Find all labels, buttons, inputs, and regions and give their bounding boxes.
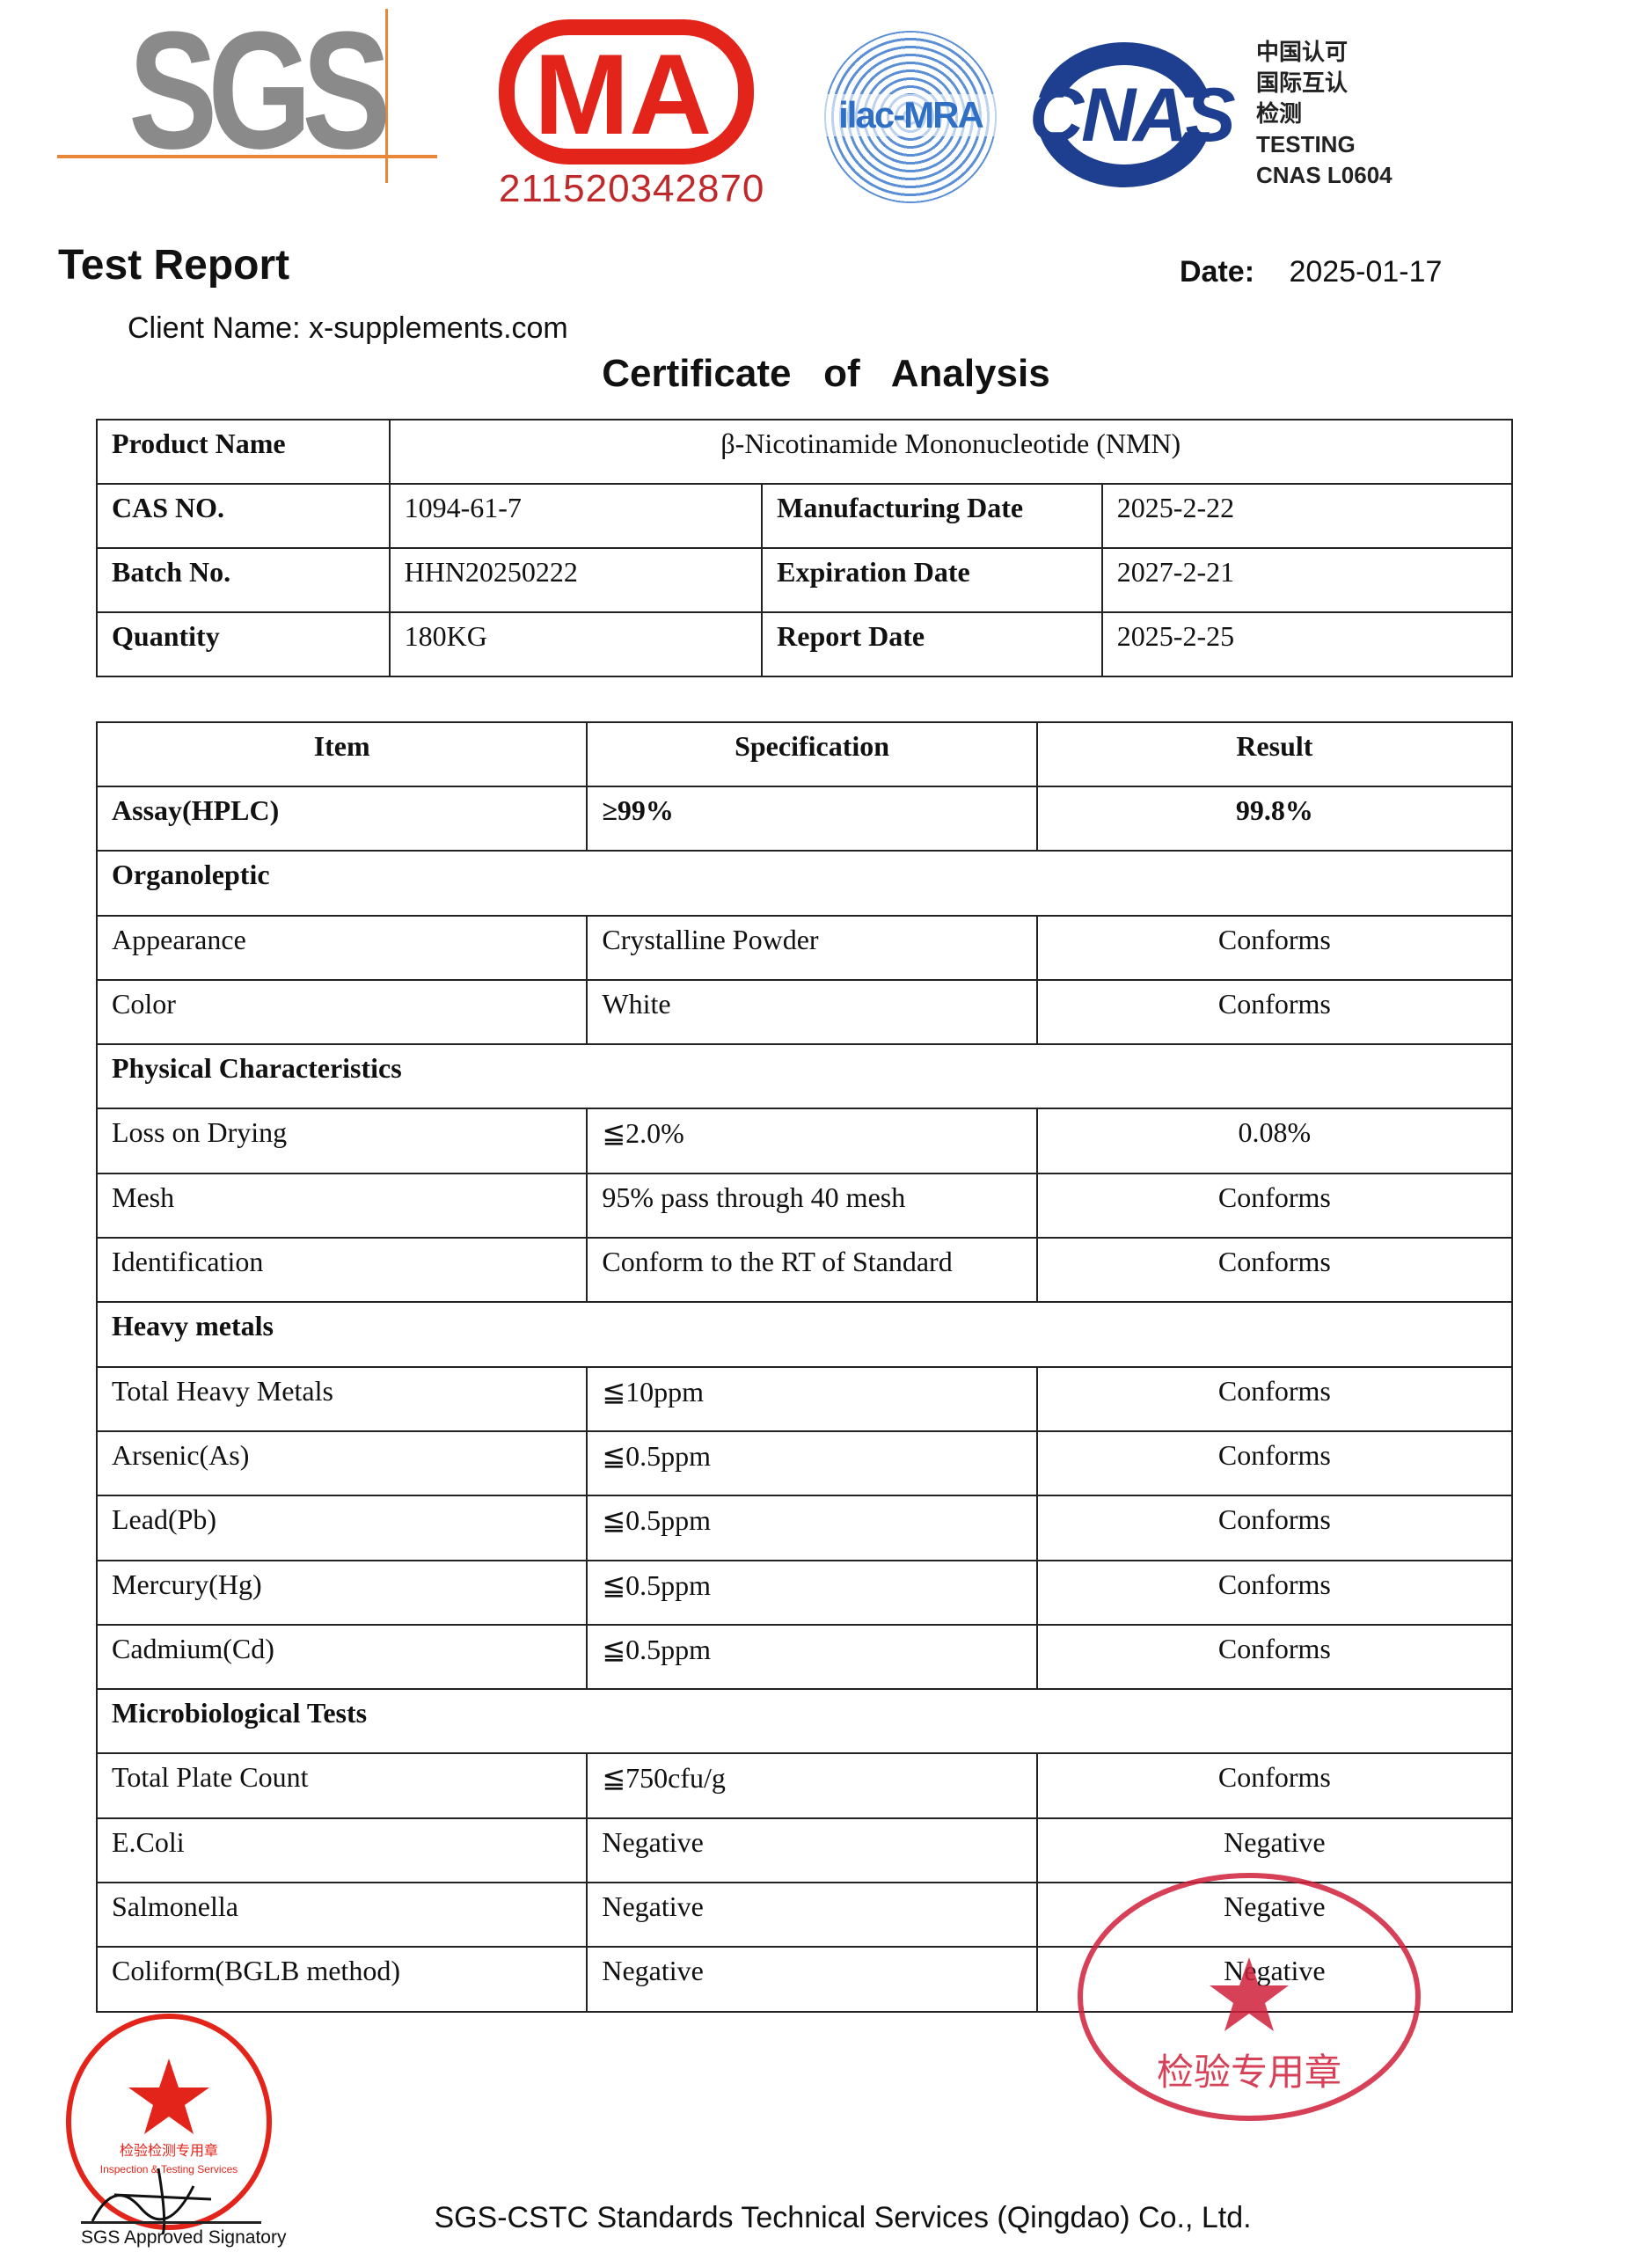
product-row: Quantity 180KG Report Date 2025-2-25 xyxy=(96,611,1514,677)
product-row: Batch No. HHN20250222 Expiration Date 20… xyxy=(96,547,1514,613)
spec-cell: Conform to the RT of Standard xyxy=(586,1237,1038,1304)
spec-cell: ≦0.5ppm xyxy=(586,1495,1038,1561)
table-row: Appearance Crystalline Powder Conforms xyxy=(95,914,1514,981)
item-cell: E.Coli xyxy=(95,1817,588,1884)
cnas-logo: CNAS xyxy=(1029,42,1236,192)
spec-cell: Negative xyxy=(586,1817,1038,1884)
signature xyxy=(91,2168,212,2235)
spec-cell: ≦2.0% xyxy=(586,1108,1038,1174)
item-cell: Color xyxy=(95,978,588,1046)
item-cell: Salmonella xyxy=(95,1882,588,1949)
svg-text:检验专用章: 检验专用章 xyxy=(1157,2051,1341,2094)
client-name: Client Name: x-supplements.com xyxy=(128,311,568,345)
cma-logo: MA 211520342870 xyxy=(499,19,767,213)
product-info-table: Product Name β-Nicotinamide Mononucleoti… xyxy=(96,419,1514,677)
section-row: Organoleptic xyxy=(96,850,1513,917)
result-cell: Conforms xyxy=(1035,1623,1514,1691)
table-row: E.Coli Negative Negative xyxy=(95,1817,1514,1884)
section-title: Organoleptic xyxy=(96,850,1513,917)
result-cell: Conforms xyxy=(1035,1365,1514,1432)
item-cell: Coliform(BGLB method) xyxy=(95,1946,588,2013)
item-cell: Mercury(Hg) xyxy=(95,1559,588,1626)
section-row: Physical Characteristics xyxy=(96,1043,1513,1110)
left-company-seal: 检验检测专用章 Inspection & Testing Services xyxy=(66,2014,272,2235)
cnas-accreditation-text: 中国认可 国际互认 检测 TESTING CNAS L0604 xyxy=(1256,39,1393,188)
report-title: Test Report xyxy=(58,242,290,289)
table-row: Mercury(Hg) ≦0.5ppm Conforms xyxy=(95,1559,1514,1626)
table-row: Identification Conform to the RT of Stand… xyxy=(95,1237,1514,1304)
spec-cell: ≦10ppm xyxy=(586,1365,1038,1432)
result-cell: Negative xyxy=(1035,1817,1514,1884)
table-row: Lead(Pb) ≦0.5ppm Conforms xyxy=(95,1495,1514,1561)
signatory-line xyxy=(81,2221,261,2224)
company-name: SGS-CSTC Standards Technical Services (Q… xyxy=(434,2201,1252,2234)
analysis-table: Item Specification Result Assay(HPLC) ≥99… xyxy=(95,721,1514,2013)
item-cell: Assay(HPLC) xyxy=(95,785,588,852)
item-cell: Mesh xyxy=(95,1172,588,1239)
table-row: Total Plate Count ≦750cfu/g Conforms xyxy=(95,1752,1514,1819)
result-cell: Conforms xyxy=(1035,1429,1514,1497)
table-row: Mesh 95% pass through 40 mesh Conforms xyxy=(95,1172,1514,1239)
signatory-label: SGS Approved Signatory xyxy=(81,2227,287,2248)
table-row: Cadmium(Cd) ≦0.5ppm Conforms xyxy=(95,1623,1514,1691)
spec-cell: ≦750cfu/g xyxy=(586,1752,1038,1819)
svg-text:Inspection & Testing Services: Inspection & Testing Services xyxy=(100,2163,238,2175)
ilac-mra-logo: ilac-MRA xyxy=(824,31,997,203)
section-title: Heavy metals xyxy=(96,1301,1513,1368)
item-cell: Total Heavy Metals xyxy=(95,1365,588,1432)
table-row: Loss on Drying ≦2.0% 0.08% xyxy=(95,1108,1514,1174)
spec-cell: ≦0.5ppm xyxy=(586,1623,1038,1691)
result-cell: Conforms xyxy=(1035,1237,1514,1304)
section-row: Microbiological Tests xyxy=(96,1688,1513,1755)
result-cell: 99.8% xyxy=(1035,785,1514,852)
item-cell: Lead(Pb) xyxy=(95,1495,588,1561)
result-cell: Conforms xyxy=(1035,1495,1514,1561)
right-inspection-seal: 检验专用章 xyxy=(1078,1873,1421,2121)
spec-cell: ≥99% xyxy=(586,785,1038,852)
certificate-title: Certificate of Analysis xyxy=(602,352,1050,395)
item-cell: Arsenic(As) xyxy=(95,1429,588,1497)
spec-cell: Negative xyxy=(586,1946,1038,2013)
report-date: Date: 2025-01-17 xyxy=(1180,255,1443,289)
spec-cell: Crystalline Powder xyxy=(586,914,1038,981)
item-cell: Appearance xyxy=(95,914,588,981)
result-cell: 0.08% xyxy=(1035,1108,1514,1174)
result-cell: Conforms xyxy=(1035,914,1514,981)
result-cell: Negative xyxy=(1035,1946,1514,2013)
item-cell: Cadmium(Cd) xyxy=(95,1623,588,1691)
result-cell: Conforms xyxy=(1035,1559,1514,1626)
section-title: Microbiological Tests xyxy=(96,1688,1513,1755)
result-cell: Negative xyxy=(1035,1882,1514,1949)
result-cell: Conforms xyxy=(1035,1752,1514,1819)
item-cell: Total Plate Count xyxy=(95,1752,588,1819)
spec-cell: White xyxy=(586,978,1038,1046)
item-cell: Identification xyxy=(95,1237,588,1304)
sgs-logo: SGS xyxy=(53,7,449,185)
table-header-row: Item Specification Result xyxy=(95,721,1514,787)
section-row: Heavy metals xyxy=(96,1301,1513,1368)
star-icon xyxy=(128,2058,209,2134)
spec-cell: Negative xyxy=(586,1882,1038,1949)
product-row: CAS NO. 1094-61-7 Manufacturing Date 202… xyxy=(96,483,1514,549)
result-cell: Conforms xyxy=(1035,978,1514,1046)
section-title: Physical Characteristics xyxy=(96,1043,1513,1110)
spec-cell: ≦0.5ppm xyxy=(586,1559,1038,1626)
item-cell: Loss on Drying xyxy=(95,1108,588,1174)
spec-cell: ≦0.5ppm xyxy=(586,1429,1038,1497)
product-row: Product Name β-Nicotinamide Mononucleoti… xyxy=(96,419,1514,485)
star-icon xyxy=(1210,1957,1289,2031)
table-row: Total Heavy Metals ≦10ppm Conforms xyxy=(95,1365,1514,1432)
table-row: Coliform(BGLB method) Negative Negative xyxy=(95,1946,1514,2013)
svg-text:检验检测专用章: 检验检测专用章 xyxy=(120,2142,218,2159)
result-cell: Conforms xyxy=(1035,1172,1514,1239)
table-row: Color White Conforms xyxy=(95,978,1514,1046)
table-row: Salmonella Negative Negative xyxy=(95,1882,1514,1949)
table-row: Assay(HPLC) ≥99% 99.8% xyxy=(95,785,1514,852)
spec-cell: 95% pass through 40 mesh xyxy=(586,1172,1038,1239)
table-row: Arsenic(As) ≦0.5ppm Conforms xyxy=(95,1429,1514,1497)
